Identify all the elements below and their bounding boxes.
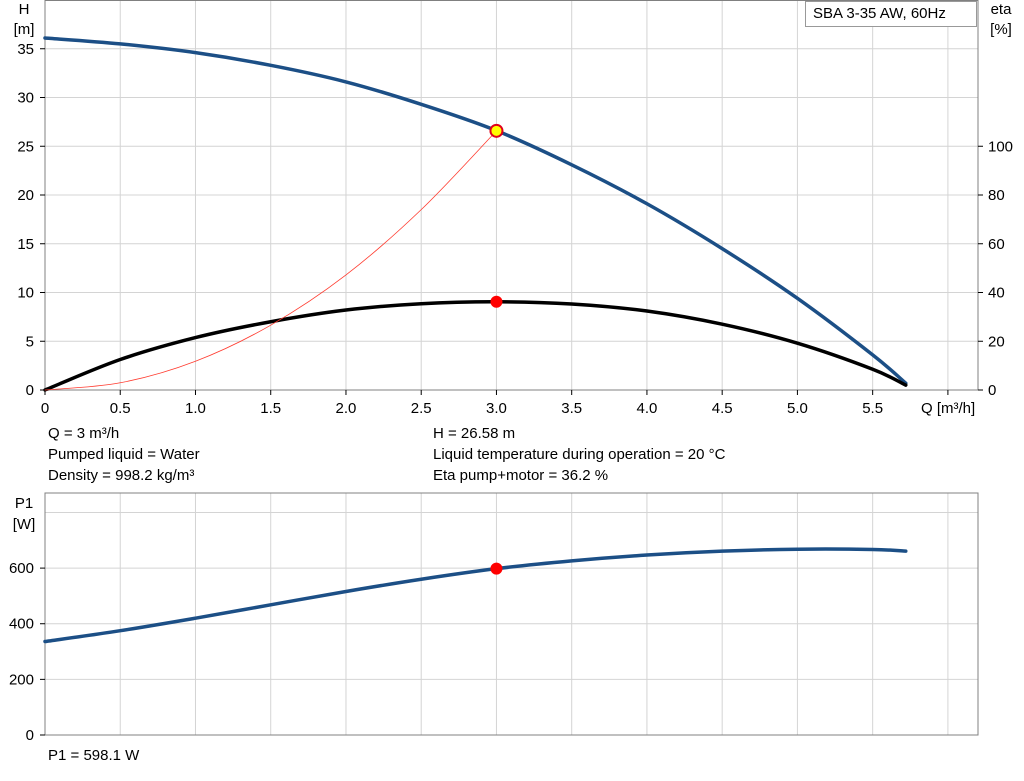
y-left-tick-label: 30 (17, 90, 34, 107)
y-right-axis-unit: [%] (990, 21, 1012, 38)
system-curve (44, 130, 497, 391)
chart-title: SBA 3-35 AW, 60Hz (813, 5, 946, 22)
p1-tick-label: 0 (26, 727, 34, 744)
y-right-axis-label: eta (991, 1, 1013, 18)
info-temperature: Liquid temperature during operation = 20… (433, 446, 726, 463)
info-q: Q = 3 m³/h (48, 425, 120, 442)
info-h: H = 26.58 m (433, 425, 516, 442)
y-right-tick-label: 0 (988, 382, 996, 399)
x-axis-label: Q [m³/h] (921, 400, 975, 417)
y-left-axis-unit: [m] (14, 21, 35, 38)
y-left-tick-label: 10 (17, 285, 34, 302)
info-liquid: Pumped liquid = Water (48, 446, 200, 463)
x-tick-label: 5.0 (787, 400, 808, 417)
y-right-tick-label: 20 (988, 333, 1005, 350)
y-left-tick-label: 15 (17, 236, 34, 253)
x-tick-label: 4.5 (712, 400, 733, 417)
y-left-tick-label: 25 (17, 138, 34, 155)
duty-point-power (490, 562, 503, 575)
p1-tick-label: 600 (9, 560, 34, 577)
x-tick-label: 2.5 (411, 400, 432, 417)
y-left-tick-label: 0 (26, 382, 34, 399)
x-tick-label: 1.5 (260, 400, 281, 417)
p1-tick-label: 400 (9, 616, 34, 633)
y-left-axis-label: H (19, 1, 30, 18)
y-right-tick-label: 60 (988, 236, 1005, 253)
x-tick-label: 0.5 (110, 400, 131, 417)
p1-axis-label: P1 (15, 495, 33, 512)
info-density: Density = 998.2 kg/m³ (48, 467, 195, 484)
y-right-tick-label: 40 (988, 285, 1005, 302)
duty-point-head (489, 123, 504, 138)
y-left-tick-label: 20 (17, 187, 34, 204)
duty-point-eta (490, 295, 503, 308)
p1-axis-unit: [W] (13, 516, 36, 533)
y-left-tick-label: 35 (17, 41, 34, 58)
p1-tick-label: 200 (9, 671, 34, 688)
chart-title-box: SBA 3-35 AW, 60Hz (805, 1, 977, 27)
x-tick-label: 3.0 (486, 400, 507, 417)
efficiency-curve (43, 300, 908, 392)
power-curve (43, 547, 908, 644)
x-tick-label: 4.0 (637, 400, 658, 417)
x-tick-label: 2.0 (336, 400, 357, 417)
x-tick-label: 0 (41, 400, 49, 417)
head-curve (43, 36, 908, 385)
x-tick-label: 3.5 (561, 400, 582, 417)
x-tick-label: 1.0 (185, 400, 206, 417)
info-eta: Eta pump+motor = 36.2 % (433, 467, 609, 484)
bottom-plot-frame (44, 492, 979, 736)
y-right-tick-label: 100 (988, 138, 1013, 155)
x-tick-label: 5.5 (862, 400, 883, 417)
y-right-tick-label: 80 (988, 187, 1005, 204)
info-p1: P1 = 598.1 W (48, 747, 140, 764)
y-left-tick-label: 5 (26, 333, 34, 350)
